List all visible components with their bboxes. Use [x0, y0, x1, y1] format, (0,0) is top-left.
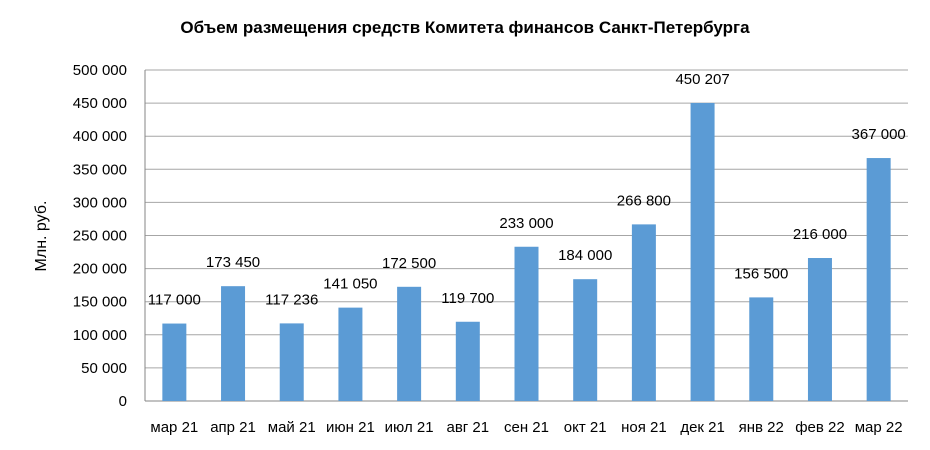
bar — [397, 286, 422, 401]
data-label: 184 000 — [558, 247, 612, 264]
data-label: 156 500 — [734, 265, 788, 282]
bar — [514, 246, 539, 401]
y-tick-label: 200 000 — [73, 261, 127, 278]
y-tick-label: 250 000 — [73, 228, 127, 245]
data-label: 450 207 — [675, 71, 729, 88]
x-tick-label: авг 21 — [446, 419, 489, 436]
x-tick-label: апр 21 — [210, 419, 256, 436]
data-label: 173 450 — [206, 254, 260, 271]
data-label: 266 800 — [617, 192, 671, 209]
x-tick-label: ноя 21 — [621, 419, 667, 436]
bar — [690, 102, 715, 402]
bar — [455, 321, 480, 401]
data-label: 367 000 — [852, 126, 906, 143]
data-label: 233 000 — [499, 215, 553, 232]
y-tick-label: 100 000 — [73, 327, 127, 344]
y-axis-title: Млн. руб. — [33, 201, 50, 272]
x-tick-label: янв 22 — [739, 419, 784, 436]
chart-title: Объем размещения средств Комитета финанс… — [180, 18, 750, 37]
bar — [631, 224, 656, 401]
y-tick-label: 300 000 — [73, 194, 127, 211]
bar — [338, 307, 363, 401]
x-tick-label: дек 21 — [680, 419, 725, 436]
x-tick-label: окт 21 — [564, 419, 607, 436]
bar — [866, 158, 891, 401]
data-label: 216 000 — [793, 226, 847, 243]
y-tick-label: 0 — [119, 393, 127, 410]
x-tick-label: июн 21 — [326, 419, 375, 436]
y-tick-label: 50 000 — [81, 360, 127, 377]
y-tick-label: 450 000 — [73, 95, 127, 112]
y-tick-label: 400 000 — [73, 128, 127, 145]
data-label: 117 236 — [265, 291, 318, 308]
bar — [162, 323, 187, 401]
y-tick-label: 350 000 — [73, 161, 127, 178]
data-label: 117 000 — [148, 292, 201, 309]
y-tick-label: 500 000 — [73, 62, 127, 79]
bar — [749, 297, 774, 401]
bar — [279, 323, 304, 401]
data-label: 119 700 — [441, 290, 494, 307]
data-label: 172 500 — [382, 255, 436, 272]
x-tick-label: сен 21 — [504, 419, 549, 436]
y-tick-label: 150 000 — [73, 294, 127, 311]
x-tick-label: май 21 — [268, 419, 316, 436]
x-tick-label: фев 22 — [795, 419, 845, 436]
bar — [807, 258, 832, 401]
data-label: 141 050 — [323, 276, 377, 293]
x-tick-label: мар 22 — [855, 419, 903, 436]
x-tick-label: июл 21 — [385, 419, 434, 436]
x-tick-label: мар 21 — [150, 419, 198, 436]
bar — [221, 286, 246, 401]
bar — [573, 279, 598, 401]
